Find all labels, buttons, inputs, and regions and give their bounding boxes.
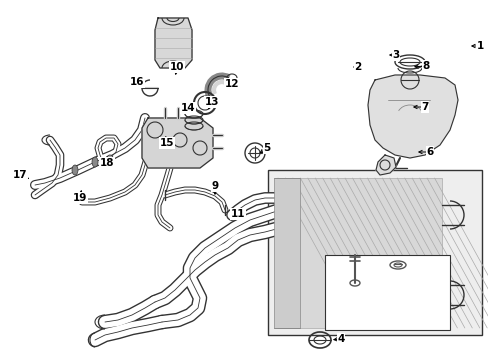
Text: 19: 19 [73, 193, 87, 203]
Text: 9: 9 [211, 181, 218, 191]
Ellipse shape [92, 157, 98, 167]
Bar [273, 178, 299, 328]
Polygon shape [142, 118, 213, 168]
Text: 11: 11 [230, 209, 245, 219]
Text: 16: 16 [129, 77, 144, 87]
Text: 8: 8 [422, 61, 429, 71]
Text: 10: 10 [169, 62, 184, 72]
Polygon shape [375, 155, 395, 175]
Text: 2: 2 [354, 62, 361, 72]
Text: 14: 14 [181, 103, 195, 113]
Polygon shape [367, 75, 457, 158]
Text: 1: 1 [475, 41, 483, 51]
Bar [267, 170, 481, 335]
Polygon shape [155, 18, 192, 68]
Text: 13: 13 [204, 97, 219, 107]
Text: 7: 7 [421, 102, 428, 112]
Text: 3: 3 [391, 50, 399, 60]
Text: 17: 17 [13, 170, 27, 180]
Text: 6: 6 [426, 147, 433, 157]
Text: 4: 4 [337, 334, 344, 344]
Text: 12: 12 [224, 79, 239, 89]
Bar [278, 178, 441, 328]
Text: 15: 15 [160, 138, 174, 148]
Text: 5: 5 [263, 143, 270, 153]
Ellipse shape [72, 165, 78, 175]
Bar [325, 255, 449, 330]
Text: 18: 18 [100, 158, 114, 168]
Ellipse shape [107, 155, 113, 161]
